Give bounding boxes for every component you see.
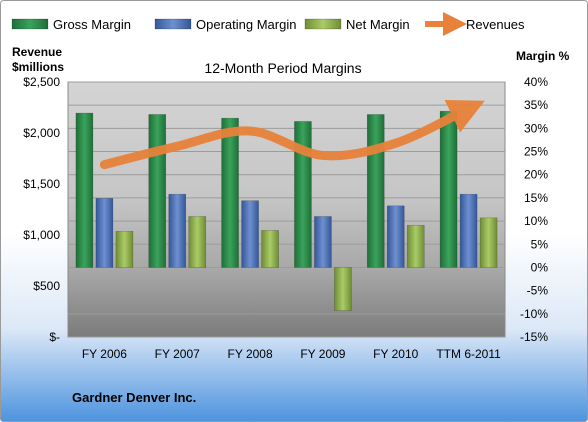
right-tick-label: 35% — [524, 98, 548, 112]
category-label: TTM 6-2011 — [436, 347, 501, 361]
category-labels: FY 2006 FY 2007 FY 2008 FY 2009 FY 2010 TTM 6… — [82, 347, 501, 361]
right-tick-label: 20% — [524, 168, 548, 182]
operating-margin-bar — [314, 216, 332, 268]
left-tick-label: $2,500 — [23, 75, 60, 89]
left-axis-label-line1: Revenue — [12, 45, 62, 59]
left-tick-label: $2,000 — [23, 126, 60, 140]
right-tick-label: -10% — [520, 307, 548, 321]
right-tick-label: 10% — [524, 214, 548, 228]
operating-margin-bar — [95, 198, 114, 268]
operating-margin-bar — [241, 200, 259, 268]
gross-margin-bar — [294, 121, 312, 268]
category-label: FY 2008 — [228, 347, 273, 361]
gross-margin-bar — [221, 117, 239, 268]
right-tick-label: 25% — [524, 145, 548, 159]
right-tick-label: -15% — [520, 330, 548, 344]
legend-label: Operating Margin — [196, 17, 296, 32]
right-tick-label: 15% — [524, 191, 548, 205]
left-tick-label: $1,000 — [23, 228, 60, 242]
gross-margin-bar — [439, 110, 458, 268]
right-tick-label: 0% — [531, 260, 549, 274]
operating-margin-bar — [168, 193, 187, 268]
company-name: Gardner Denver Inc. — [72, 390, 196, 405]
legend-label: Net Margin — [346, 17, 410, 32]
legend: Gross Margin Operating Margin Net Margin Re… — [11, 12, 525, 36]
net-margin-bar — [406, 224, 425, 268]
category-label: FY 2009 — [300, 347, 345, 361]
legend-swatch-operating-margin — [154, 18, 192, 30]
left-axis-ticks: $- $500 $1,000 $1,500 $2,000 $2,500 — [23, 75, 60, 344]
revenue-line — [99, 100, 485, 170]
left-tick-label: $1,500 — [23, 177, 60, 191]
legend-swatch-net-margin — [304, 18, 342, 30]
operating-margin-bar — [386, 205, 405, 268]
revenues-line — [99, 100, 485, 170]
left-tick-label: $- — [49, 330, 60, 344]
right-axis-ticks: -15% -10% -5% 0% 5% 10% 15% 20% 25% 30% 35% 40% — [520, 75, 548, 344]
left-tick-label: $500 — [33, 279, 60, 293]
category-label: FY 2007 — [155, 347, 200, 361]
operating-margin-bar — [459, 193, 478, 268]
right-tick-label: 5% — [531, 237, 549, 251]
chart-title: 12-Month Period Margins — [204, 60, 361, 76]
right-tick-label: -5% — [527, 284, 549, 298]
net-margin-bar — [115, 230, 134, 268]
gross-margin-bar — [75, 112, 94, 268]
right-tick-label: 40% — [524, 75, 548, 89]
net-margin-bar — [334, 267, 352, 311]
gridlines — [68, 81, 505, 338]
right-axis-label: Margin % — [516, 49, 570, 63]
category-label: FY 2010 — [373, 347, 418, 361]
net-margin-bar — [188, 216, 207, 268]
category-label: FY 2006 — [82, 347, 127, 361]
legend-label: Gross Margin — [53, 17, 131, 32]
left-axis-label-line2: $millions — [12, 60, 64, 74]
legend-label: Revenues — [466, 17, 525, 32]
net-margin-bar — [261, 230, 279, 268]
net-margin-bar — [479, 217, 498, 268]
gross-margin-bar — [366, 114, 385, 268]
right-tick-label: 30% — [524, 121, 548, 135]
gross-margin-bar — [148, 114, 167, 268]
legend-swatch-gross-margin — [11, 18, 49, 30]
